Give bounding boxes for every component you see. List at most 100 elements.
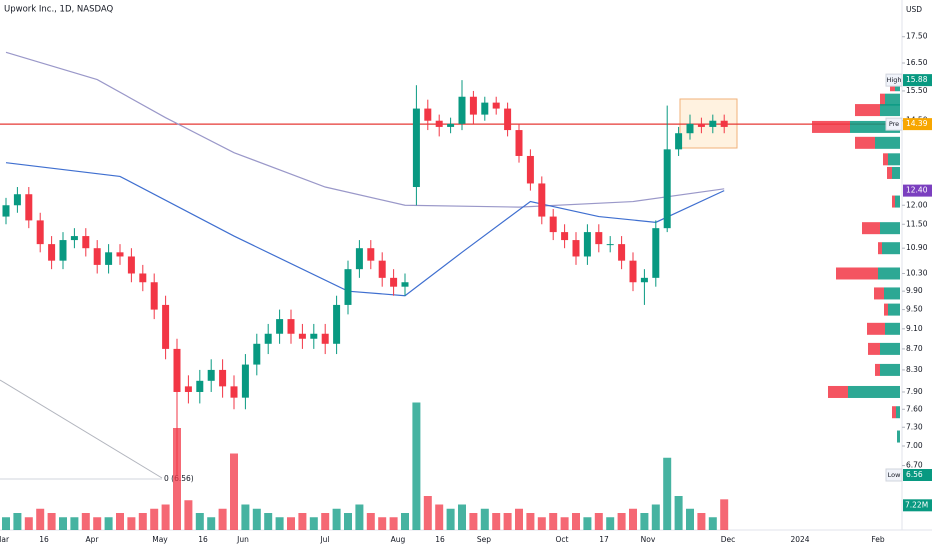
- profile-up: [895, 195, 900, 208]
- candle-body: [720, 120, 728, 127]
- chart-title: Upwork Inc., 1D, NASDAQ: [4, 5, 114, 15]
- profile-up: [878, 267, 900, 280]
- x-tick-label: 16: [39, 535, 49, 544]
- moving-average: [5, 51, 725, 208]
- volume-bar: [332, 508, 341, 530]
- candle-body: [13, 194, 21, 206]
- volume-bar: [423, 496, 432, 530]
- price-tag: [903, 184, 932, 197]
- volume-bar: [161, 504, 170, 530]
- volume-bar: [104, 517, 113, 530]
- volume-bar: [526, 513, 535, 530]
- volume-bar: [663, 457, 672, 530]
- volume-bar: [606, 517, 615, 530]
- candle-body: [36, 220, 44, 245]
- profile-down: [855, 104, 880, 117]
- candle-body: [150, 282, 158, 310]
- volume-bar: [173, 428, 181, 530]
- candle-body: [435, 120, 443, 127]
- profile-up: [885, 322, 900, 335]
- candle-body: [127, 256, 135, 274]
- x-tick-label: Aug: [391, 535, 406, 544]
- x-tick-label: Dec: [721, 535, 736, 544]
- profile-up: [897, 430, 900, 443]
- candle-body: [276, 319, 284, 334]
- x-tick-label: Apr: [86, 535, 100, 544]
- volume-bar: [275, 517, 284, 530]
- y-tick-label: 10.90: [906, 243, 928, 252]
- price-tag: [903, 118, 932, 131]
- profile-up: [888, 153, 900, 166]
- candle-body: [196, 380, 204, 392]
- profile-up: [880, 363, 900, 376]
- price-tag-name: Low: [888, 471, 901, 479]
- candle-body: [595, 232, 603, 245]
- volume-bar: [583, 517, 592, 530]
- price-tag-label: 12.40: [906, 186, 928, 195]
- volume-bar: [560, 517, 569, 530]
- volume-bar: [321, 513, 330, 530]
- volume-bar: [651, 504, 660, 530]
- volume-bar: [184, 500, 193, 530]
- x-tick-label: Jul: [319, 535, 329, 544]
- candle-body: [2, 205, 10, 217]
- candle-body: [492, 102, 500, 109]
- profile-down: [828, 385, 848, 398]
- volume-bar: [207, 517, 216, 530]
- profile-down: [836, 267, 878, 280]
- candle-body: [207, 369, 215, 381]
- candle-body: [686, 123, 694, 134]
- profile-down: [875, 363, 880, 376]
- x-tick-label: Nov: [641, 535, 656, 544]
- volume-bar: [629, 508, 637, 530]
- candle-body: [93, 248, 101, 265]
- volume-bar: [435, 504, 444, 530]
- candle-body: [572, 240, 580, 257]
- candle-body: [355, 248, 363, 270]
- candle-body: [447, 123, 455, 127]
- volume-bar: [252, 508, 261, 530]
- candle-body: [640, 277, 648, 283]
- candle-body: [298, 333, 306, 339]
- volume-bar: [492, 513, 501, 530]
- candle-body: [424, 108, 432, 121]
- profile-up: [880, 342, 900, 355]
- volume-bar: [93, 517, 102, 530]
- volume-bar: [195, 513, 204, 530]
- volume-bar: [59, 517, 67, 530]
- candle-body: [173, 348, 181, 392]
- x-tick-label: Mar: [0, 535, 10, 544]
- volume-tag: [903, 499, 932, 512]
- volume-bar: [344, 513, 352, 530]
- volume-bar: [594, 513, 603, 530]
- price-tag-label: 14.39: [906, 119, 928, 128]
- volume-bar: [2, 517, 10, 530]
- candle-body: [264, 333, 272, 344]
- y-tick-label: 9.90: [906, 286, 923, 295]
- moving-average: [5, 162, 725, 297]
- candle-body: [287, 319, 295, 334]
- candle-body: [663, 149, 671, 229]
- volume-bar: [515, 508, 523, 530]
- volume-bar: [708, 517, 717, 530]
- candle-body: [697, 123, 705, 127]
- volume-bar: [309, 517, 318, 530]
- y-tick-label: 6.70: [906, 461, 923, 470]
- x-tick-label: 17: [599, 535, 609, 544]
- profile-up: [888, 303, 900, 316]
- volume-bar: [412, 402, 421, 530]
- volume-bar: [264, 513, 273, 530]
- x-tick-label: 2024: [790, 535, 809, 544]
- candle-body: [652, 228, 660, 278]
- volume-tag-label: 7.22M: [905, 500, 928, 509]
- candle-body: [230, 386, 238, 398]
- volume-bar: [287, 517, 295, 530]
- price-tag-name-box: [885, 117, 903, 131]
- x-tick-label: Jun: [236, 535, 249, 544]
- profile-down: [855, 136, 875, 149]
- volume-bar: [537, 517, 546, 530]
- volume-bar: [458, 504, 466, 530]
- candle-body: [709, 120, 717, 127]
- y-tick-label: 16.50: [906, 58, 928, 67]
